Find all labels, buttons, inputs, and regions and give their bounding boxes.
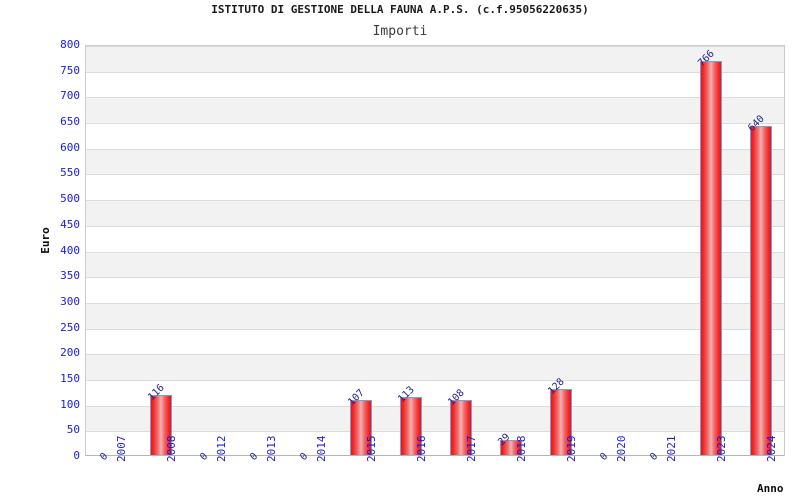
- background-band: [86, 148, 784, 175]
- x-axis-tick-label: 2021: [665, 435, 678, 463]
- x-axis-title: Anno: [757, 482, 784, 495]
- background-band: [86, 354, 784, 380]
- y-axis-tick-label: 0: [73, 449, 80, 462]
- gridline: [86, 123, 784, 125]
- x-axis-tick-label: 2020: [615, 435, 628, 463]
- bar[interactable]: [150, 395, 172, 455]
- y-axis-tick-label: 350: [60, 269, 80, 283]
- y-axis-tick-label: 600: [60, 140, 80, 154]
- gridline: [86, 200, 784, 202]
- y-axis-tick-label: 150: [60, 371, 80, 385]
- background-band: [86, 405, 784, 432]
- bar[interactable]: [550, 389, 572, 455]
- y-axis-tick-label: 300: [60, 294, 80, 308]
- x-axis-tick-label: 2008: [165, 435, 178, 463]
- y-axis-title: Euro: [38, 227, 52, 254]
- bar[interactable]: [750, 126, 772, 455]
- gridline: [86, 431, 784, 433]
- x-axis-tick-label: 2024: [765, 435, 778, 463]
- x-axis-tick-label: 2023: [715, 435, 728, 463]
- gridline: [86, 328, 784, 330]
- gridline: [86, 225, 784, 227]
- plot-area: [85, 45, 785, 456]
- gridline: [86, 174, 784, 176]
- bar[interactable]: [350, 400, 372, 455]
- gridline: [86, 379, 784, 381]
- gridline: [86, 148, 784, 150]
- bar[interactable]: [700, 61, 722, 455]
- gridline: [86, 251, 784, 253]
- background-band: [86, 251, 784, 278]
- x-axis-tick-label: 2019: [565, 435, 578, 463]
- y-axis-tick-label: 500: [60, 192, 80, 206]
- y-axis-tick-label: 200: [60, 346, 80, 360]
- x-axis-tick-label: 2007: [115, 435, 128, 463]
- y-axis-tick-label: 650: [60, 115, 80, 129]
- y-axis-tick-label: 400: [60, 243, 80, 257]
- gridline: [86, 354, 784, 356]
- gridline: [86, 302, 784, 304]
- gridline: [86, 46, 784, 47]
- gridline: [86, 97, 784, 99]
- x-axis-tick-label: 2017: [465, 435, 478, 463]
- y-axis-tick-label: 450: [60, 217, 80, 231]
- x-axis: 2007 2008 2012 2013 2014 2015 2016 2017 2018 2019…: [85, 436, 785, 500]
- y-axis-tick-label: 550: [60, 166, 80, 180]
- bar[interactable]: [450, 399, 472, 455]
- x-axis-tick-label: 2015: [365, 435, 378, 463]
- bar[interactable]: [500, 440, 522, 455]
- background-band: [86, 302, 784, 329]
- chart-title: ISTITUTO DI GESTIONE DELLA FAUNA A.P.S. …: [211, 3, 589, 16]
- background-band: [86, 97, 784, 124]
- background-band: [86, 200, 784, 226]
- x-axis-tick-label: 2014: [315, 435, 328, 463]
- y-axis: 800 750 700 650 600 550 500 450 400 350 300 250 200 1…: [0, 38, 80, 462]
- bar[interactable]: [400, 396, 422, 455]
- y-axis-tick-label: 250: [60, 320, 80, 334]
- y-axis-tick-label: 50: [66, 423, 80, 437]
- y-axis-tick-label: 100: [60, 397, 80, 411]
- gridline: [86, 71, 784, 73]
- x-axis-tick-label: 2016: [415, 435, 428, 463]
- chart-subtitle: Importi: [372, 24, 428, 39]
- y-axis-tick-label: 750: [60, 63, 80, 77]
- x-axis-tick-label: 2012: [215, 435, 228, 463]
- background-band: [86, 46, 784, 72]
- x-axis-tick-label: 2013: [265, 435, 278, 463]
- y-axis-tick-label: 700: [60, 89, 80, 103]
- gridline: [86, 277, 784, 279]
- gridline: [86, 405, 784, 407]
- y-axis-tick-label: 800: [60, 38, 80, 51]
- x-axis-tick-label: 2018: [515, 435, 528, 463]
